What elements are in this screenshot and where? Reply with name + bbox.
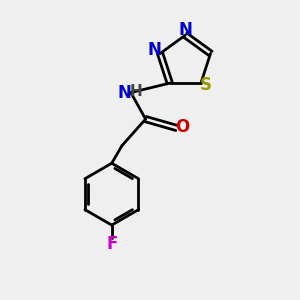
Text: O: O — [175, 118, 190, 136]
Text: N: N — [178, 21, 192, 39]
Text: S: S — [200, 76, 212, 94]
Text: N: N — [117, 84, 131, 102]
Text: F: F — [106, 235, 117, 253]
Text: H: H — [130, 85, 142, 100]
Text: N: N — [148, 41, 162, 59]
